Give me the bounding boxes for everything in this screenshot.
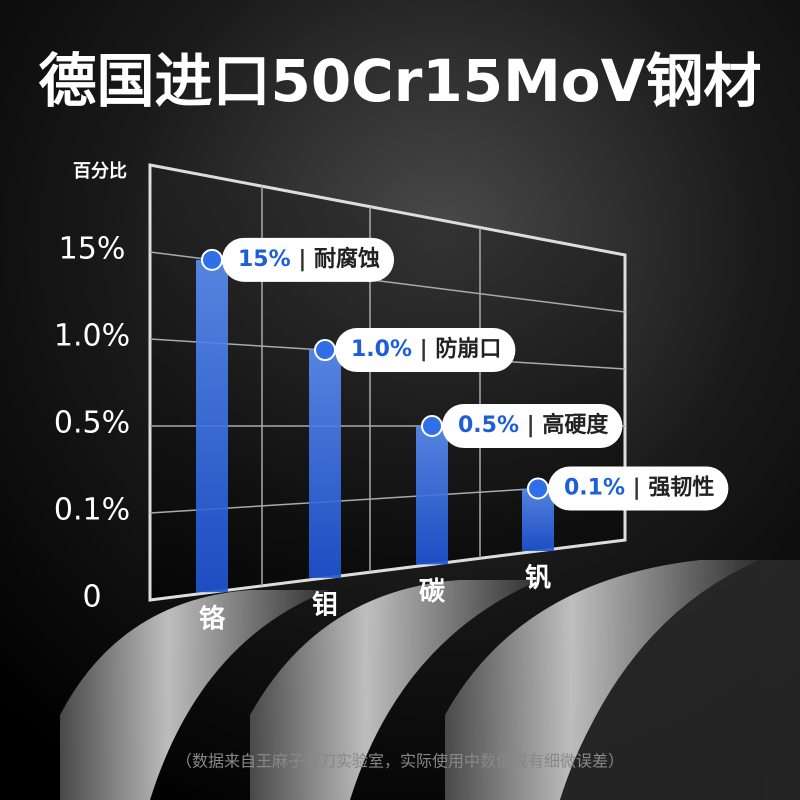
- value-callout: 1.0% | 防崩口: [314, 328, 516, 373]
- value-callout: 15% | 耐腐蚀: [201, 237, 395, 282]
- callout-dot: [527, 477, 549, 500]
- callout-text: 0.1% | 强韧性: [564, 475, 714, 500]
- data-label: 0.1%: [564, 475, 625, 500]
- y-tick-label: 0: [82, 580, 101, 615]
- data-label: 1.0%: [351, 337, 412, 362]
- bar-note: 高硬度: [542, 412, 609, 438]
- knives: [60, 560, 800, 800]
- y-tick-label: 0.1%: [54, 493, 130, 528]
- value-callout: 0.5% | 高硬度: [421, 404, 623, 448]
- bar-note: 强韧性: [648, 475, 714, 500]
- callout-box: [442, 404, 623, 448]
- callout-box: [548, 466, 729, 511]
- x-tick-label: 钼: [312, 590, 338, 620]
- callout-text: 0.5% | 高硬度: [458, 412, 609, 438]
- bar: [309, 350, 341, 578]
- bar: [416, 426, 448, 565]
- x-tick-label: 碳: [419, 577, 446, 607]
- bar: [196, 259, 228, 593]
- callout-text: 15% | 耐腐蚀: [238, 246, 380, 272]
- callout-dot: [314, 339, 336, 362]
- y-tick-label: 1.0%: [54, 319, 130, 354]
- y-tick-label: 0.5%: [54, 406, 130, 441]
- footnote: （数据来自王麻子厨刀实验室，实际使用中数值或有细微误差）: [176, 752, 624, 771]
- data-label: 0.5%: [458, 413, 519, 438]
- callout-box: [335, 328, 516, 373]
- x-tick-label: 铬: [199, 604, 226, 635]
- value-callout: 0.1% | 强韧性: [527, 466, 729, 511]
- chart-title: 德国进口50Cr15MoV钢材: [38, 47, 761, 115]
- callout-text: 1.0% | 防崩口: [351, 337, 501, 362]
- y-axis-label: 百分比: [73, 161, 127, 182]
- x-tick-label: 钒: [525, 563, 551, 593]
- bar-note: 耐腐蚀: [314, 246, 380, 272]
- callout-box: [222, 237, 395, 282]
- callout-dot: [421, 415, 443, 437]
- callout-dot: [201, 248, 223, 271]
- bar-note: 防崩口: [435, 337, 501, 362]
- y-tick-label: 15%: [59, 232, 126, 267]
- data-label: 15%: [238, 247, 291, 272]
